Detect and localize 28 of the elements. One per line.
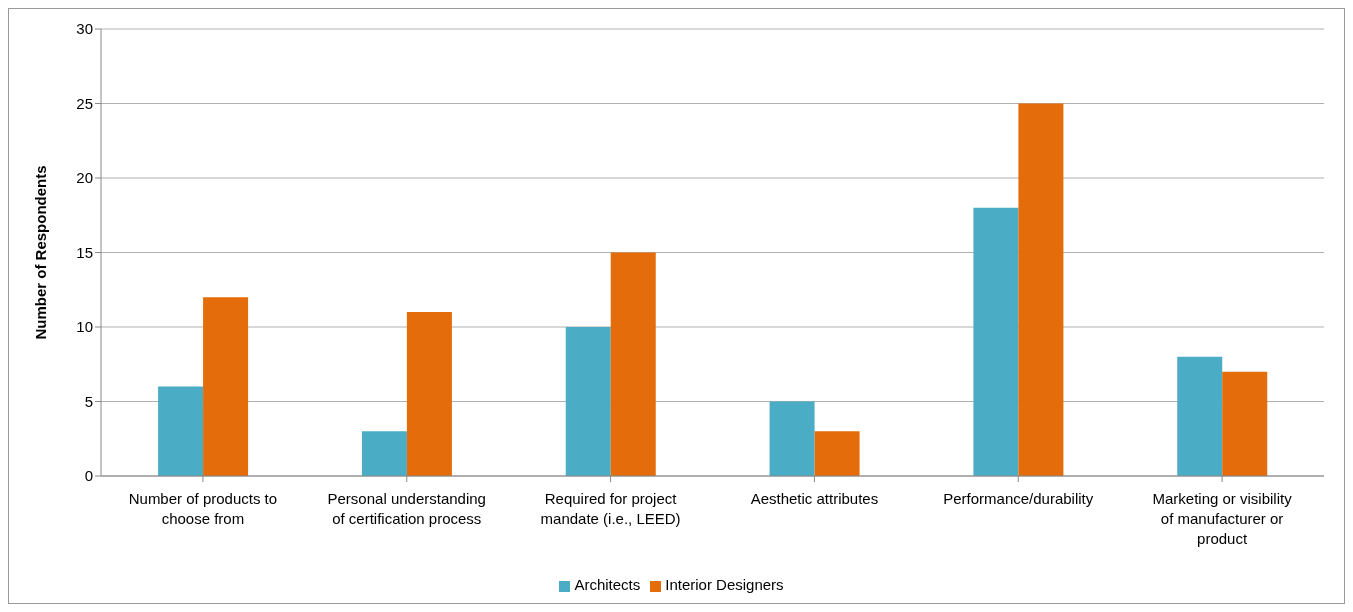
x-tick-label: Aesthetic attributes	[750, 490, 879, 507]
bar	[361, 431, 407, 476]
x-tick-label: Marketing or visibility of manufacturer or product	[1152, 490, 1293, 547]
bar	[610, 252, 656, 476]
y-tick-label: 30	[76, 20, 93, 38]
x-tick-label: Performance/durability	[943, 490, 1094, 507]
y-tick-label: 25	[76, 94, 93, 112]
bar	[769, 401, 815, 476]
bar	[1177, 356, 1223, 476]
x-tick-label: Personal understanding of certification process	[327, 490, 486, 527]
y-tick-label: 15	[76, 243, 93, 261]
y-tick-label: 20	[76, 169, 93, 187]
legend-label: Interior Designers	[665, 576, 784, 593]
bar	[406, 312, 452, 476]
bar	[203, 297, 249, 476]
y-tick-label: 5	[84, 392, 93, 410]
x-tick-label: Number of products to choose from	[128, 490, 278, 527]
x-tick-label: Required for project mandate (i.e., LEED)	[540, 490, 681, 527]
bar	[158, 386, 204, 476]
bar	[1018, 103, 1064, 476]
y-axis-title: Number of Respondents	[32, 165, 50, 340]
y-tick-label: 0	[84, 467, 93, 485]
bar	[565, 327, 611, 476]
y-tick-label: 10	[76, 318, 93, 336]
bar	[973, 207, 1019, 476]
legend-label: Architects	[574, 576, 641, 593]
bar	[1222, 371, 1268, 476]
bar	[814, 431, 860, 476]
